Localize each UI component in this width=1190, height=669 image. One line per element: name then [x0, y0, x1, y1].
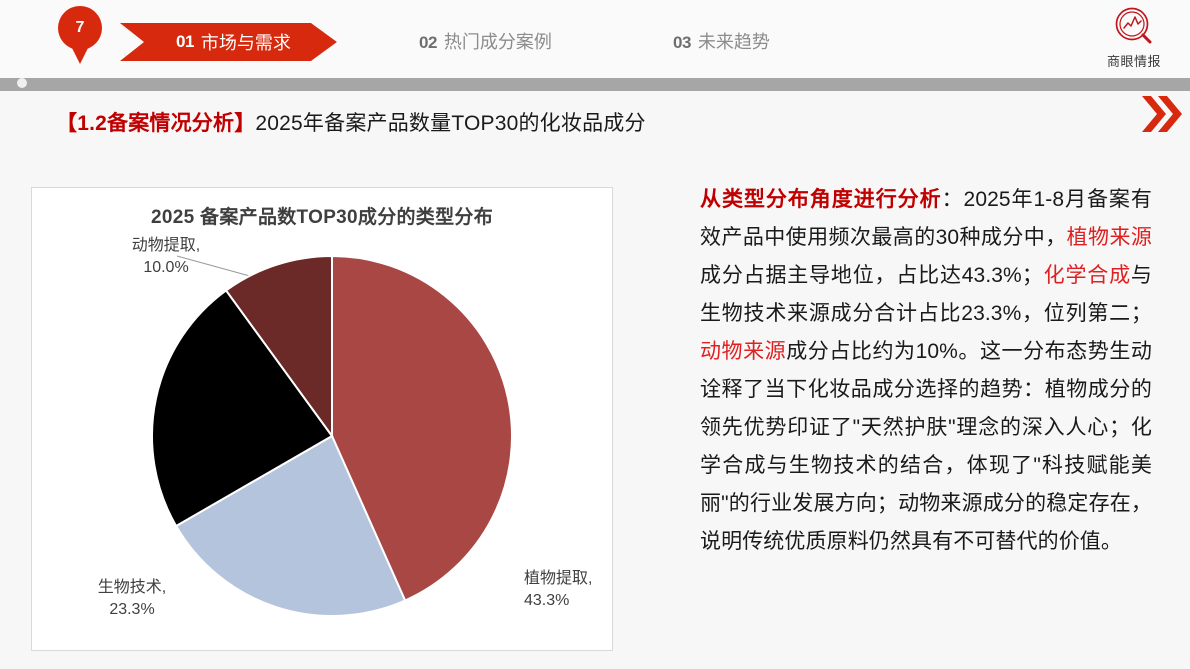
- pie-slice-label: 生物技术, 23.3%: [98, 578, 166, 618]
- tab-popular-ingredient-cases[interactable]: 02 热门成分案例: [419, 28, 552, 54]
- chart-title: 2025 备案产品数TOP30成分的类型分布: [151, 207, 493, 228]
- magnifier-chart-icon: [1115, 7, 1152, 44]
- pie-slice: [224, 254, 333, 440]
- pin-body-shape: [58, 6, 102, 50]
- tab-2-label: 热门成分案例: [443, 32, 552, 52]
- pin-tip-dot: [17, 78, 27, 88]
- page-number-pin: 7: [58, 6, 102, 64]
- pie-slice: [331, 254, 513, 602]
- analysis-segment-4: 成分占比约为10%。这一分布态势生动诠释了当下化妆品成分选择的趋势：植物成分的领…: [700, 340, 1152, 553]
- analysis-segment-2: 成分占据主导地位，占比达43.3%；: [700, 264, 1043, 287]
- pie-slice-label: 植物提取, 43.3%: [524, 569, 592, 609]
- pie-slice-label: 动物提取, 10.0%: [132, 236, 200, 276]
- double-chevron-right-icon: [1142, 96, 1182, 132]
- heading-bracketed-part: 【1.2备案情况分析】: [56, 112, 256, 135]
- analysis-lead: 从类型分布角度进行分析: [700, 188, 942, 211]
- pie-chart: 植物提取,43.3%化学合成,23.3%生物技术,23.3%动物提取,10.0%: [98, 236, 593, 618]
- analysis-colon: ：: [941, 188, 964, 211]
- tab-3-label: 未来趋势: [697, 32, 770, 52]
- analysis-segment-3: 与生物技术来源成分合计占比23.3%，位列第二；: [700, 264, 1153, 325]
- pie-slice-group: [151, 254, 513, 617]
- brand-name-label: 商眼情报: [1106, 55, 1161, 70]
- analysis-highlight-chemical: 化学合成: [1042, 264, 1131, 287]
- tab-1-label: 市场与需求: [200, 33, 291, 53]
- analysis-highlight-plant: 植物来源: [1066, 226, 1152, 249]
- page-number-label: 7: [75, 19, 85, 36]
- tab-3-number: 03: [673, 33, 691, 52]
- analysis-segment-1: 2025年1-8月备案有效产品中使用频次最高的30种成分中，: [700, 188, 1152, 249]
- tab-future-trends[interactable]: 03 未来趋势: [673, 28, 770, 54]
- pie-slice: [151, 289, 334, 528]
- analysis-paragraph: 从类型分布角度进行分析：2025年1-8月备案有效产品中使用频次最高的30种成分…: [700, 181, 1152, 561]
- heading-rest-part: 2025年备案产品数量TOP30的化妆品成分: [255, 112, 646, 135]
- pie-slice: [174, 434, 407, 617]
- analysis-highlight-animal: 动物来源: [700, 340, 787, 363]
- brand-logo: 商眼情报: [1086, 4, 1182, 70]
- tab-market-and-demand[interactable]: 01 市场与需求: [120, 23, 337, 61]
- pie-chart-card: 2025 备案产品数TOP30成分的类型分布 植物提取,43.3%化学合成,23…: [31, 187, 613, 651]
- tab-2-number: 02: [419, 33, 437, 52]
- pie-label-group: 植物提取,43.3%化学合成,23.3%生物技术,23.3%动物提取,10.0%: [98, 236, 593, 618]
- header-divider-rule: [0, 78, 1190, 91]
- tab-1-number: 01: [176, 32, 194, 51]
- slide-heading: 【1.2备案情况分析】2025年备案产品数量TOP30的化妆品成分: [56, 107, 646, 137]
